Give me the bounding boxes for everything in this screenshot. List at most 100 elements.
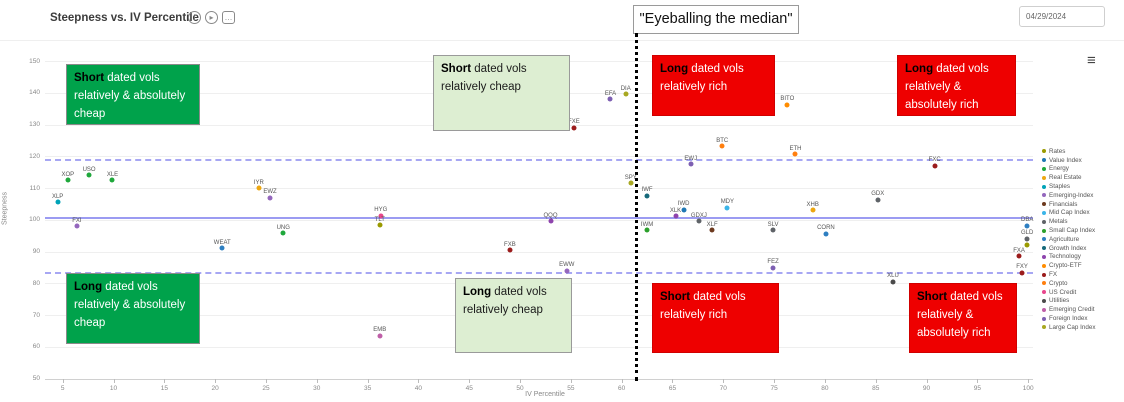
y-tick-label[interactable]: 150 (29, 57, 40, 65)
legend-item-utilities[interactable]: Utilities (1042, 297, 1096, 306)
legend-item-energy[interactable]: Energy (1042, 165, 1096, 174)
gridline-y[interactable] (45, 188, 1033, 190)
y-tick-label[interactable]: 70 (32, 311, 40, 319)
data-point-label[interactable]: HYG (374, 207, 388, 214)
x-tick-mark[interactable] (62, 378, 64, 383)
legend-item-mid-cap-index[interactable]: Mid Cap Index (1042, 209, 1096, 218)
data-point-label[interactable]: GDX (871, 191, 885, 198)
y-tick-label[interactable]: 100 (29, 216, 40, 224)
data-point-label[interactable]: IWM (640, 221, 654, 228)
data-point-label[interactable]: GLD (1020, 230, 1034, 237)
data-point-label[interactable]: MDY (720, 199, 735, 206)
data-point-label[interactable]: EWW (559, 262, 575, 269)
data-point-label[interactable]: DIA (620, 85, 631, 92)
upper-band-line[interactable] (45, 159, 1033, 162)
data-point-QQQ[interactable] (548, 218, 554, 224)
data-point-TLT[interactable] (377, 222, 383, 228)
data-point-label[interactable]: XLF (706, 221, 718, 228)
data-point-label[interactable]: FXI (72, 217, 82, 224)
x-tick-mark[interactable] (265, 378, 267, 383)
legend-item-real-estate[interactable]: Real Estate (1042, 173, 1096, 182)
legend-item-agriculture[interactable]: Agriculture (1042, 235, 1096, 244)
data-point-label[interactable]: SPY (624, 174, 637, 181)
data-point-FXA[interactable] (1016, 253, 1022, 259)
x-tick-label[interactable]: 55 (567, 384, 575, 392)
data-point-IWD[interactable] (681, 207, 687, 213)
data-point-EWW[interactable] (564, 268, 570, 274)
legend-item-emerging-index[interactable]: Emerging-Index (1042, 191, 1096, 200)
data-point-GDX[interactable] (875, 197, 881, 203)
lower-band-line[interactable] (45, 272, 1033, 275)
play-icon[interactable]: ▸ (205, 11, 218, 24)
data-point-XLP[interactable] (55, 199, 61, 205)
x-tick-mark[interactable] (824, 378, 826, 383)
data-point-XLE[interactable] (109, 177, 115, 183)
data-point-FXE[interactable] (571, 125, 577, 131)
data-point-HYG[interactable] (378, 213, 384, 219)
data-point-GLD[interactable] (1024, 236, 1030, 242)
data-point-DIA[interactable] (623, 91, 629, 97)
x-tick-mark[interactable] (875, 378, 877, 383)
y-tick-label[interactable]: 50 (32, 375, 40, 383)
x-tick-mark[interactable] (774, 378, 776, 383)
legend-item-growth-index[interactable]: Growth Index (1042, 244, 1096, 253)
data-point-FEZ[interactable] (770, 265, 776, 270)
median-vertical-dotted-line[interactable] (635, 33, 639, 381)
data-point-label[interactable]: EWJ (684, 155, 698, 162)
x-tick-mark[interactable] (316, 378, 318, 383)
x-tick-label[interactable]: 30 (313, 384, 321, 392)
data-point-label[interactable]: QQQ (543, 212, 558, 219)
legend-item-small-cap-index[interactable]: Small Cap Index (1042, 226, 1096, 235)
gridline-y[interactable] (45, 219, 1033, 221)
legend-item-us-credit[interactable]: US Credit (1042, 288, 1096, 297)
x-tick-label[interactable]: 95 (973, 384, 981, 392)
data-point-label[interactable]: FXA (1013, 247, 1025, 254)
x-tick-label[interactable]: 25 (262, 384, 270, 392)
data-point-label[interactable]: XLU (887, 273, 899, 280)
x-tick-label[interactable]: 20 (211, 384, 219, 392)
y-tick-label[interactable]: 60 (32, 343, 40, 351)
data-point-SPY[interactable] (628, 180, 634, 186)
median-line[interactable] (45, 216, 1033, 219)
x-tick-mark[interactable] (113, 378, 115, 383)
data-point-SLV[interactable] (770, 227, 776, 233)
gridline-y[interactable] (45, 251, 1033, 253)
y-tick-label[interactable]: 110 (29, 184, 40, 192)
data-point-label[interactable]: XLP (51, 193, 64, 200)
data-point-BTC[interactable] (719, 143, 725, 149)
data-point-label[interactable]: FXE (568, 119, 580, 126)
x-tick-mark[interactable] (164, 378, 166, 383)
x-tick-mark[interactable] (926, 378, 928, 383)
x-tick-mark[interactable] (570, 378, 572, 383)
data-point-label[interactable]: FXY (1016, 264, 1028, 271)
x-tick-mark[interactable] (469, 378, 471, 383)
data-point-EWZ[interactable] (267, 195, 273, 201)
legend-item-crypto-etf[interactable]: Crypto-ETF (1042, 261, 1096, 270)
data-point-label[interactable]: EMB (373, 327, 387, 334)
data-point-unlabeled[interactable] (1024, 242, 1030, 248)
info-icon[interactable]: i (188, 11, 201, 24)
data-point-label[interactable]: USO (82, 166, 96, 173)
data-point-label[interactable]: FXB (504, 241, 516, 248)
x-tick-label[interactable]: 90 (922, 384, 931, 392)
x-tick-label[interactable]: 75 (770, 384, 778, 392)
data-point-label[interactable]: BTC (716, 137, 729, 144)
data-point-label[interactable]: XHB (806, 201, 819, 208)
data-point-IWM[interactable] (644, 227, 650, 233)
data-point-USO[interactable] (86, 172, 92, 178)
data-point-EWJ[interactable] (688, 161, 694, 167)
data-point-label[interactable]: IYR (253, 179, 264, 186)
x-tick-label[interactable]: 50 (516, 384, 524, 392)
data-point-label[interactable]: GDXJ (690, 212, 707, 219)
data-point-IWF[interactable] (644, 193, 650, 199)
legend-item-rates[interactable]: Rates (1042, 147, 1096, 156)
legend-item-financials[interactable]: Financials (1042, 200, 1096, 209)
x-tick-mark[interactable] (1028, 378, 1030, 383)
data-point-label[interactable]: EFA (604, 90, 617, 97)
data-point-CORN[interactable] (823, 231, 829, 237)
data-point-label[interactable]: UNG (276, 224, 290, 231)
x-tick-mark[interactable] (520, 378, 522, 383)
x-tick-label[interactable]: 5 (60, 384, 65, 392)
data-point-label[interactable]: IWF (641, 187, 653, 194)
x-tick-label[interactable]: 40 (414, 384, 423, 392)
